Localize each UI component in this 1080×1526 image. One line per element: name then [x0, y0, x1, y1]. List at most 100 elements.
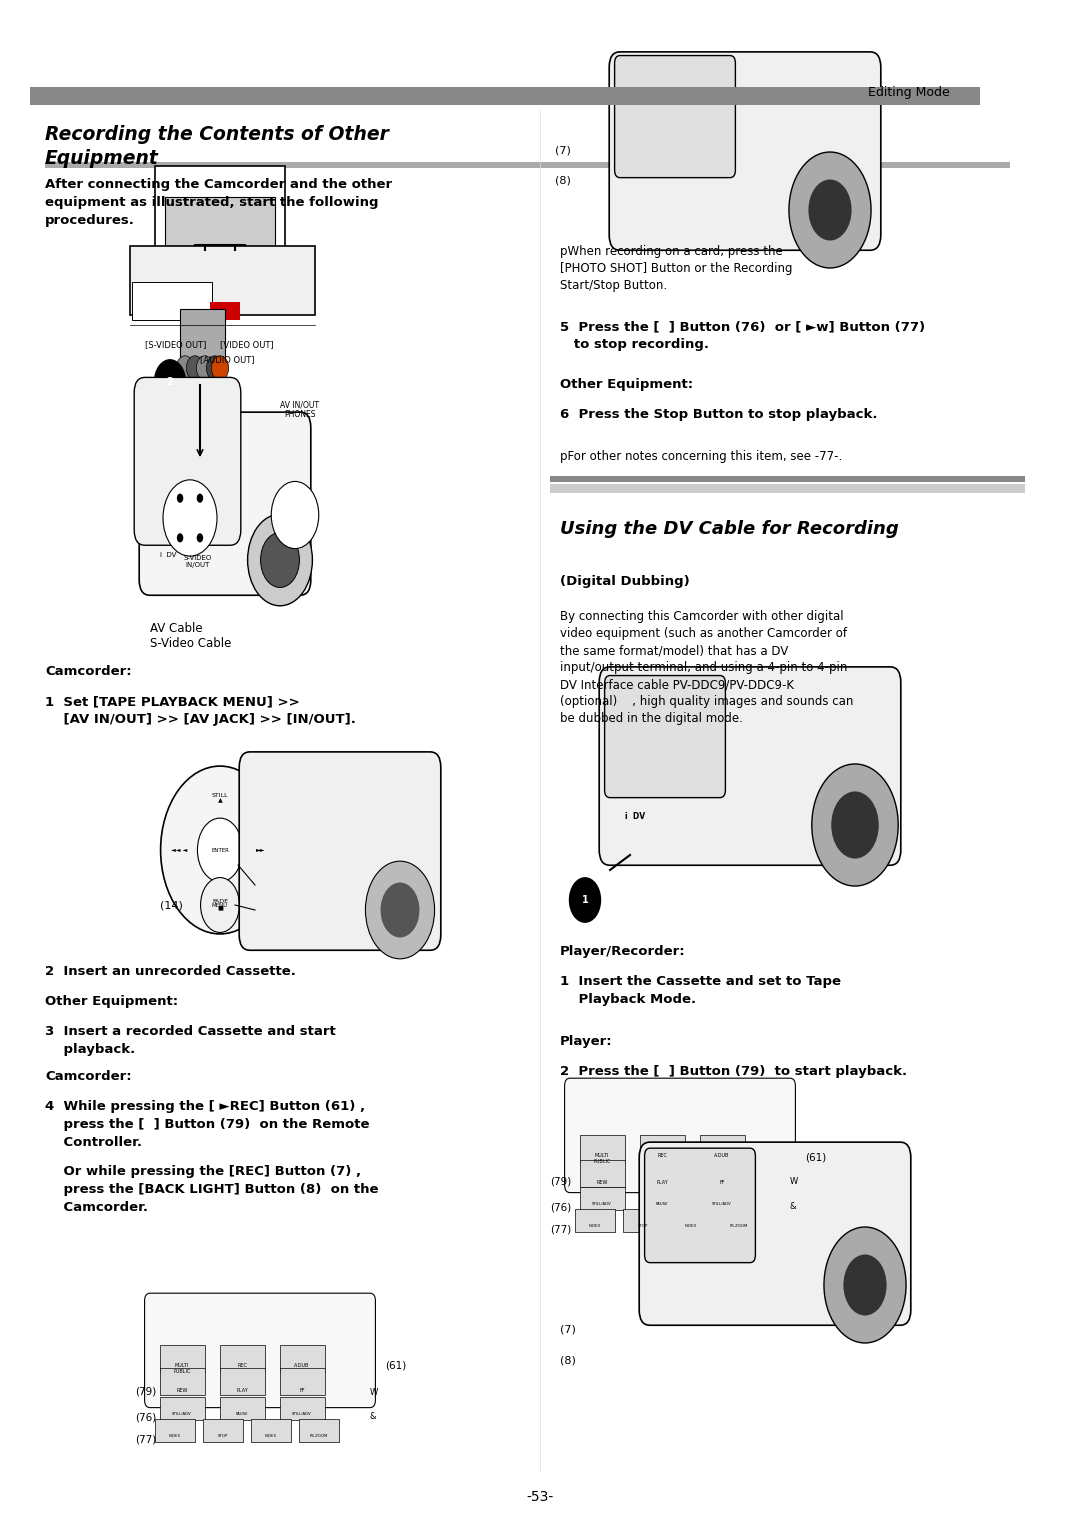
Text: INDEX: INDEX	[589, 1224, 602, 1228]
Text: 1  Insert the Cassette and set to Tape
    Playback Mode.: 1 Insert the Cassette and set to Tape Pl…	[561, 975, 841, 1006]
FancyBboxPatch shape	[609, 52, 881, 250]
Bar	[251, 1419, 291, 1442]
Text: (61): (61)	[805, 1152, 826, 1161]
Bar	[160, 1398, 205, 1421]
Text: REC: REC	[238, 1363, 247, 1367]
Text: AV IN/OUT
PHONES: AV IN/OUT PHONES	[281, 400, 320, 420]
Text: ◄◄ ◄: ◄◄ ◄	[172, 847, 188, 853]
Text: INDEX: INDEX	[265, 1434, 278, 1437]
Text: [S-VIDEO OUT]: [S-VIDEO OUT]	[145, 340, 206, 349]
Circle shape	[177, 493, 184, 502]
Text: Player:: Player:	[561, 1035, 612, 1048]
Text: (7): (7)	[555, 145, 571, 156]
Bar	[640, 1134, 685, 1161]
Text: Editing Mode: Editing Mode	[868, 87, 950, 99]
Text: FF: FF	[299, 1389, 305, 1393]
Bar	[580, 1134, 625, 1161]
Text: A.DUB: A.DUB	[295, 1363, 310, 1367]
Bar	[203, 1419, 243, 1442]
Text: REW: REW	[596, 1180, 608, 1186]
Text: By connecting this Camcorder with other digital
video equipment (such as another: By connecting this Camcorder with other …	[561, 610, 853, 725]
Text: A.DUB: A.DUB	[714, 1154, 730, 1158]
Bar	[220, 1344, 265, 1372]
Bar	[640, 1160, 685, 1187]
Bar	[700, 1160, 745, 1187]
Circle shape	[843, 1254, 887, 1315]
Circle shape	[824, 1227, 906, 1343]
Circle shape	[271, 481, 319, 548]
Bar	[580, 1160, 625, 1187]
Bar	[623, 1209, 663, 1231]
Text: PAUSE: PAUSE	[656, 1202, 669, 1206]
Circle shape	[260, 533, 299, 588]
Text: (8): (8)	[555, 175, 571, 185]
Text: PAUSE: PAUSE	[235, 1412, 248, 1416]
FancyBboxPatch shape	[134, 377, 241, 545]
Text: STILL/ADV: STILL/ADV	[712, 1202, 732, 1206]
Circle shape	[247, 514, 312, 606]
Text: (77): (77)	[135, 1434, 157, 1445]
Text: INDEX: INDEX	[685, 1224, 697, 1228]
Text: REC: REC	[657, 1154, 667, 1158]
FancyBboxPatch shape	[639, 1141, 910, 1325]
Text: &: &	[370, 1412, 377, 1421]
FancyBboxPatch shape	[599, 667, 901, 865]
Bar	[299, 1419, 339, 1442]
Text: MULTI
PUBLIC: MULTI PUBLIC	[593, 1154, 610, 1164]
Text: Using the DV Cable for Recording: Using the DV Cable for Recording	[561, 520, 899, 539]
Text: (77): (77)	[550, 1225, 571, 1235]
Text: (7): (7)	[561, 1325, 576, 1335]
Circle shape	[161, 766, 280, 934]
Circle shape	[812, 765, 899, 887]
Bar	[160, 1367, 205, 1395]
Bar	[719, 1209, 759, 1231]
Circle shape	[809, 180, 852, 241]
Text: 3  Insert a recorded Cassette and start
    playback.: 3 Insert a recorded Cassette and start p…	[45, 1025, 336, 1056]
Text: S-VIDEO
IN/OUT: S-VIDEO IN/OUT	[184, 555, 212, 568]
Text: (8): (8)	[561, 1355, 576, 1364]
Text: Camcorder:: Camcorder:	[45, 1070, 132, 1083]
Text: (Digital Dubbing): (Digital Dubbing)	[561, 575, 690, 588]
Text: PS.ZOOM: PS.ZOOM	[310, 1434, 328, 1437]
Circle shape	[201, 877, 240, 932]
Bar	[220, 1367, 265, 1395]
Text: MULTI
PUBLIC: MULTI PUBLIC	[173, 1363, 191, 1373]
FancyBboxPatch shape	[645, 1148, 755, 1262]
Text: REW: REW	[176, 1389, 188, 1393]
Circle shape	[197, 533, 203, 542]
Circle shape	[380, 882, 419, 937]
Text: ►►: ►►	[256, 847, 266, 853]
Bar	[210, 302, 240, 320]
Text: ENTER: ENTER	[211, 847, 229, 853]
Text: W: W	[370, 1389, 378, 1396]
Text: MENU: MENU	[212, 902, 228, 908]
Circle shape	[569, 877, 602, 923]
Text: STOP: STOP	[638, 1224, 648, 1228]
Bar	[700, 1134, 745, 1161]
Text: STILL/ADV: STILL/ADV	[293, 1412, 312, 1416]
Text: Recording the Contents of Other
Equipment: Recording the Contents of Other Equipmen…	[45, 125, 389, 168]
Text: PLAY: PLAY	[237, 1389, 248, 1393]
Text: 6  Press the Stop Button to stop playback.: 6 Press the Stop Button to stop playback…	[561, 407, 877, 421]
Text: AV Cable
S-Video Cable: AV Cable S-Video Cable	[150, 623, 231, 650]
Text: (76): (76)	[550, 1202, 571, 1212]
Text: 2  Press the [  ] Button (79)  to start playback.: 2 Press the [ ] Button (79) to start pla…	[561, 1065, 907, 1077]
Circle shape	[187, 356, 204, 380]
Text: PLAY: PLAY	[657, 1180, 667, 1186]
FancyBboxPatch shape	[145, 1293, 376, 1407]
Bar	[700, 1187, 745, 1210]
Circle shape	[153, 359, 186, 404]
Text: After connecting the Camcorder and the other
equipment as illustrated, start the: After connecting the Camcorder and the o…	[45, 179, 392, 227]
Text: pWhen recording on a card, press the
[PHOTO SHOT] Button or the Recording
Start/: pWhen recording on a card, press the [PH…	[561, 246, 793, 291]
Bar	[165, 197, 275, 255]
Text: Or while pressing the [REC] Button (7) ,
    press the [BACK LIGHT] Button (8)  : Or while pressing the [REC] Button (7) ,…	[45, 1164, 378, 1215]
Circle shape	[832, 792, 879, 859]
Text: STILL/ADV: STILL/ADV	[592, 1202, 611, 1206]
Text: (79): (79)	[550, 1177, 571, 1187]
FancyBboxPatch shape	[139, 412, 311, 595]
Bar	[180, 308, 225, 369]
Text: (61): (61)	[384, 1360, 406, 1370]
Text: Other Equipment:: Other Equipment:	[561, 378, 693, 391]
FancyBboxPatch shape	[605, 676, 726, 798]
Text: i  DV: i DV	[160, 552, 176, 559]
